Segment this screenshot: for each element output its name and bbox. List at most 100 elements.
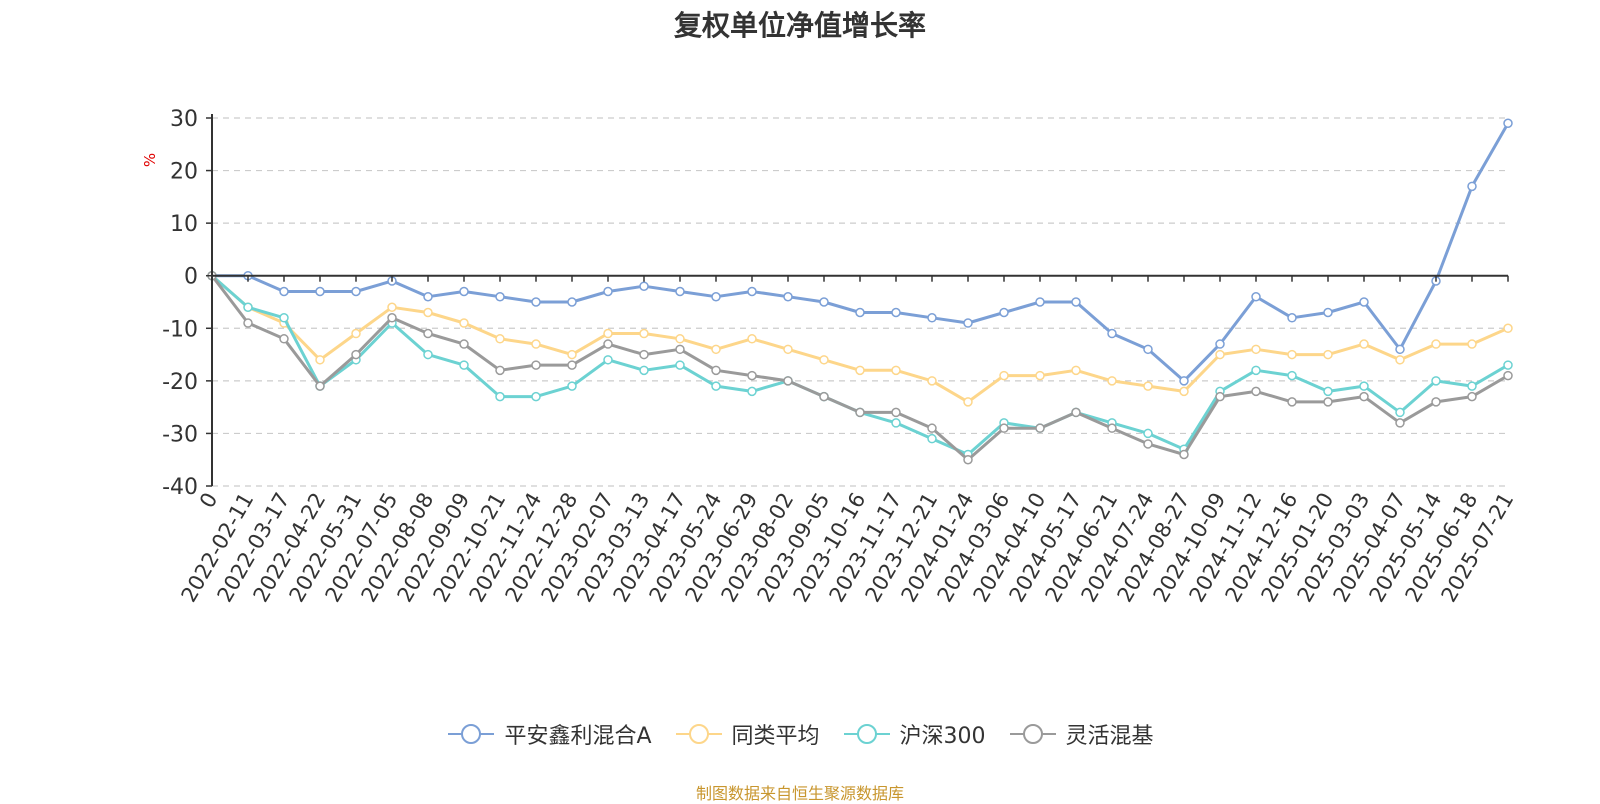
data-point bbox=[1144, 429, 1152, 437]
data-point bbox=[1468, 382, 1476, 390]
data-point bbox=[1324, 398, 1332, 406]
data-point bbox=[1144, 440, 1152, 448]
data-point bbox=[1144, 382, 1152, 390]
data-point bbox=[748, 335, 756, 343]
data-point bbox=[1000, 424, 1008, 432]
data-point bbox=[568, 382, 576, 390]
data-point bbox=[1396, 356, 1404, 364]
y-tick-label: 0 bbox=[184, 265, 198, 290]
data-point bbox=[712, 366, 720, 374]
legend-item[interactable]: 灵活混基 bbox=[1008, 718, 1154, 750]
data-point bbox=[1360, 382, 1368, 390]
data-point bbox=[820, 356, 828, 364]
series-line bbox=[212, 123, 1508, 381]
data-point bbox=[1288, 351, 1296, 359]
data-point bbox=[460, 361, 468, 369]
data-point bbox=[1252, 345, 1260, 353]
data-point bbox=[532, 393, 540, 401]
data-point bbox=[1216, 340, 1224, 348]
data-point bbox=[1072, 366, 1080, 374]
data-point bbox=[280, 335, 288, 343]
y-tick-label: -30 bbox=[162, 422, 198, 447]
y-tick-label: 20 bbox=[170, 160, 198, 185]
data-point bbox=[856, 309, 864, 317]
data-point bbox=[1252, 293, 1260, 301]
data-point bbox=[928, 424, 936, 432]
data-point bbox=[388, 303, 396, 311]
data-point bbox=[496, 335, 504, 343]
data-point bbox=[1396, 419, 1404, 427]
data-point bbox=[1288, 372, 1296, 380]
data-point bbox=[1072, 408, 1080, 416]
data-point bbox=[856, 408, 864, 416]
data-point bbox=[1216, 351, 1224, 359]
data-point bbox=[1180, 377, 1188, 385]
data-point bbox=[1108, 424, 1116, 432]
data-point bbox=[748, 372, 756, 380]
data-point bbox=[1252, 366, 1260, 374]
data-point bbox=[604, 287, 612, 295]
line-chart: % 3020100-10-20-30-40 02022-02-112022-03… bbox=[0, 0, 1600, 800]
legend-label: 平安鑫利混合A bbox=[504, 718, 651, 750]
series-group bbox=[208, 272, 1512, 459]
data-point bbox=[496, 393, 504, 401]
x-tick-label: 0 bbox=[195, 489, 222, 513]
data-point bbox=[640, 330, 648, 338]
data-point bbox=[604, 340, 612, 348]
data-point bbox=[460, 319, 468, 327]
data-point bbox=[424, 293, 432, 301]
data-point bbox=[1468, 393, 1476, 401]
data-point bbox=[280, 287, 288, 295]
data-point bbox=[1504, 361, 1512, 369]
data-point bbox=[1180, 387, 1188, 395]
data-point bbox=[1360, 298, 1368, 306]
axes bbox=[206, 114, 1508, 486]
data-point bbox=[532, 340, 540, 348]
legend-marker bbox=[690, 725, 708, 743]
y-tick-label: 10 bbox=[170, 212, 198, 237]
data-point bbox=[388, 314, 396, 322]
data-point bbox=[604, 330, 612, 338]
data-point bbox=[820, 393, 828, 401]
data-point bbox=[460, 287, 468, 295]
series-group bbox=[208, 119, 1512, 385]
data-point bbox=[1144, 345, 1152, 353]
y-tick-label: -20 bbox=[162, 370, 198, 395]
data-point bbox=[964, 398, 972, 406]
legend-item[interactable]: 沪深300 bbox=[842, 718, 986, 750]
data-point bbox=[1288, 398, 1296, 406]
data-point bbox=[640, 366, 648, 374]
data-point bbox=[1504, 372, 1512, 380]
data-point bbox=[676, 345, 684, 353]
data-point bbox=[1000, 309, 1008, 317]
data-point bbox=[1468, 182, 1476, 190]
data-point bbox=[784, 345, 792, 353]
data-point bbox=[424, 351, 432, 359]
data-point bbox=[964, 456, 972, 464]
data-point bbox=[1036, 424, 1044, 432]
legend: 平安鑫利混合A 同类平均 沪深300 灵活混基 bbox=[0, 718, 1600, 750]
data-point bbox=[640, 282, 648, 290]
legend-label: 沪深300 bbox=[900, 718, 986, 750]
legend-item[interactable]: 平安鑫利混合A bbox=[446, 718, 651, 750]
data-point bbox=[820, 298, 828, 306]
data-point bbox=[568, 351, 576, 359]
legend-marker bbox=[1024, 725, 1042, 743]
data-point bbox=[1000, 372, 1008, 380]
data-point bbox=[1360, 393, 1368, 401]
data-point bbox=[748, 287, 756, 295]
data-point bbox=[892, 419, 900, 427]
legend-item[interactable]: 同类平均 bbox=[674, 718, 820, 750]
data-point bbox=[316, 287, 324, 295]
data-point bbox=[1360, 340, 1368, 348]
data-point bbox=[676, 335, 684, 343]
data-point bbox=[1180, 450, 1188, 458]
data-point bbox=[1108, 330, 1116, 338]
data-point bbox=[424, 330, 432, 338]
data-point bbox=[1324, 309, 1332, 317]
data-point bbox=[676, 361, 684, 369]
grid-lines bbox=[212, 118, 1508, 486]
data-point bbox=[316, 356, 324, 364]
legend-marker bbox=[858, 725, 876, 743]
data-point bbox=[1396, 345, 1404, 353]
